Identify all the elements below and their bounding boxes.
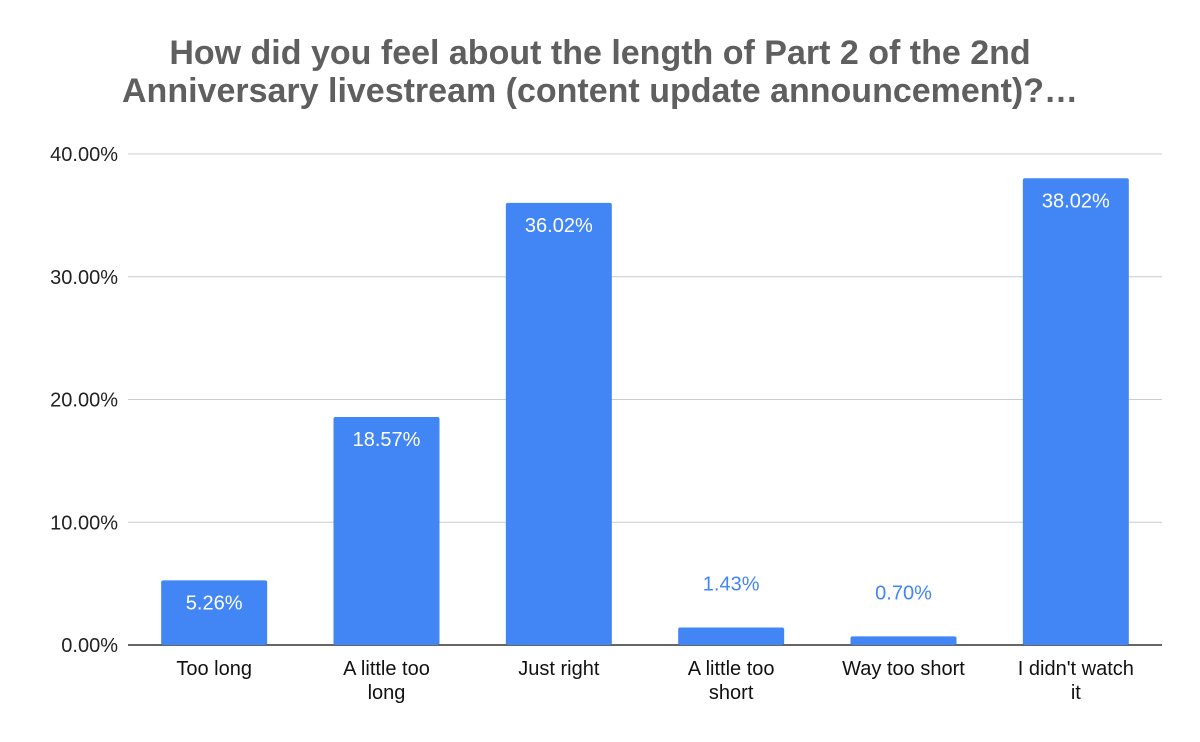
x-tick-label: Just right: [518, 658, 600, 680]
x-tick-label-line: I didn't watch: [1018, 658, 1134, 680]
y-tick-label: 0.00%: [61, 635, 118, 657]
value-label: 0.70%: [875, 582, 932, 604]
chart-title: How did you feel about the length of Par…: [0, 34, 1200, 110]
bar: [505, 202, 612, 646]
x-tick-label: A little too long: [343, 658, 430, 704]
gridlines: [128, 153, 1162, 646]
y-tick-label: 10.00%: [50, 512, 118, 534]
bar: [333, 417, 440, 645]
x-tick-label: A little too short: [688, 658, 775, 704]
bars: [161, 178, 1129, 646]
x-tick-label-line: A little too: [343, 658, 430, 680]
x-tick-label-line: Way too short: [842, 658, 965, 680]
y-tick-label: 20.00%: [50, 390, 118, 412]
chart-title-line-1: How did you feel about the length of Par…: [169, 34, 1031, 72]
value-label: 5.26%: [186, 592, 243, 614]
x-tick-label: Too long: [176, 658, 252, 680]
x-tick-label-line: long: [368, 682, 406, 704]
x-tick-label-line: short: [709, 682, 754, 704]
value-labels: 5.26% 18.57% 36.02% 1.43% 0.70% 38.02%: [186, 190, 1110, 614]
bar: [678, 627, 785, 645]
y-tick-label: 30.00%: [50, 267, 118, 289]
value-label: 1.43%: [703, 573, 760, 595]
x-tick-label-line: Too long: [176, 658, 252, 680]
bar: [161, 580, 268, 645]
value-label: 18.57%: [353, 429, 421, 451]
x-tick-label: I didn't watch it: [1018, 658, 1134, 704]
y-tick-label: 40.00%: [50, 144, 118, 166]
x-tick-label-line: A little too: [688, 658, 775, 680]
bar: [850, 636, 957, 645]
value-label: 36.02%: [525, 215, 593, 237]
x-tick-label: Way too short: [842, 658, 965, 680]
x-tick-label-line: it: [1071, 682, 1081, 704]
y-axis-ticks: 0.00% 10.00% 20.00% 30.00% 40.00%: [50, 144, 118, 657]
bar: [1022, 178, 1129, 645]
x-tick-label-line: Just right: [518, 658, 600, 680]
chart-title-line-2: Anniversary livestream (content update a…: [122, 72, 1078, 110]
value-label: 38.02%: [1042, 190, 1110, 212]
